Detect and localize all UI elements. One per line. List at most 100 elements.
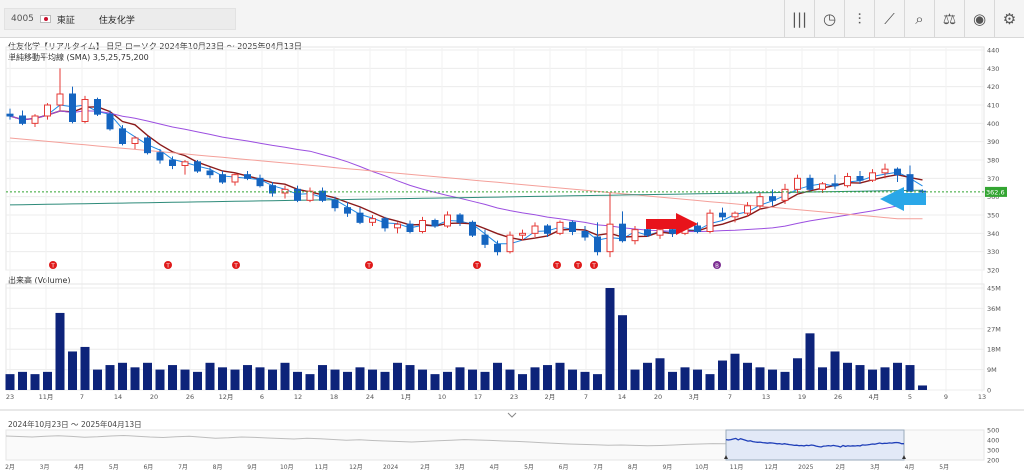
candle-body — [856, 176, 864, 181]
volume-bar — [143, 362, 152, 390]
volume-bar — [205, 362, 215, 390]
volume-bar — [705, 374, 715, 390]
candle-body — [769, 196, 776, 201]
candle-body — [819, 183, 826, 190]
volume-bar — [30, 374, 40, 390]
volume-bar — [643, 362, 652, 390]
navigator-axis-label: 300 — [987, 447, 999, 455]
volume-bar — [605, 288, 615, 390]
navigator-date-label: 10月 — [695, 464, 709, 471]
candle-body — [869, 172, 876, 181]
volume-bar — [843, 362, 852, 390]
volume-bar — [905, 365, 915, 390]
volume-bar — [518, 374, 527, 390]
volume-axis-label: 27M — [987, 325, 1001, 333]
navigator-date-label: 8月 — [628, 464, 638, 471]
candle-body — [31, 115, 39, 124]
volume-bar — [443, 371, 452, 390]
candle-body — [756, 196, 764, 207]
event-marker-label: T — [591, 264, 596, 270]
date-axis-label: 2月 — [545, 393, 556, 401]
navigator-date-label: 5月 — [939, 464, 949, 471]
candle-body — [269, 185, 276, 194]
date-axis-label: 10 — [438, 393, 446, 401]
volume-bar — [455, 367, 465, 390]
volume-bar — [355, 367, 365, 390]
event-marker — [590, 261, 598, 269]
date-axis-label: 23 — [510, 393, 518, 401]
candle-body — [244, 174, 251, 179]
volume-bar — [393, 362, 402, 390]
candle-body — [806, 177, 814, 190]
date-axis-label: 20 — [654, 393, 662, 401]
sma-5-line — [9, 106, 923, 241]
candle-body — [194, 161, 201, 172]
volume-axis-label: 9M — [987, 366, 997, 374]
columns-button[interactable]: ||| — [784, 0, 814, 38]
volume-bar — [343, 371, 352, 390]
symbol-search-box[interactable]: 4005 東証 住友化学 — [4, 8, 236, 30]
volume-bar — [918, 385, 927, 390]
navigator-selection-line — [725, 437, 904, 448]
date-axis-label: 7 — [80, 393, 84, 401]
chart-search-button[interactable]: ⌕ — [904, 0, 934, 38]
volume-bar — [330, 369, 340, 390]
candle-body — [831, 183, 839, 187]
date-axis-label: 12 — [294, 393, 302, 401]
navigator-handle-right — [902, 455, 906, 459]
candle-body — [881, 168, 889, 174]
date-axis-label: 18 — [330, 393, 338, 401]
candle-body — [281, 188, 289, 194]
candle-body — [794, 177, 801, 190]
date-axis-label: 6 — [260, 393, 264, 401]
navigator-date-label: 4月 — [905, 464, 915, 471]
volume-bar — [243, 365, 252, 390]
event-marker-label: T — [165, 264, 170, 270]
event-marker — [49, 261, 57, 269]
volume-bar — [280, 362, 290, 390]
candle-body — [531, 225, 539, 234]
candlestick-button[interactable]: ⫶ — [844, 0, 874, 38]
date-axis-label: 24 — [366, 393, 374, 401]
candle-body — [156, 152, 164, 161]
volume-bar — [730, 353, 740, 390]
volume-bar — [805, 333, 815, 390]
candle-body — [181, 161, 189, 166]
navigator-date-label: 11月 — [315, 464, 329, 471]
volume-bar — [593, 374, 602, 390]
date-axis-label: 13 — [978, 393, 986, 401]
date-axis-label: 26 — [834, 393, 842, 401]
blue-arrow-annotation — [880, 187, 926, 211]
candle-body — [744, 205, 751, 214]
clock-button[interactable]: ◷ — [814, 0, 844, 38]
stock-name: 住友化学 — [98, 15, 135, 26]
volume-bar — [255, 367, 265, 390]
event-marker-label: T — [575, 264, 580, 270]
navigator-history-line — [5, 434, 727, 447]
navigator-date-label: 2月 — [835, 464, 845, 471]
gear-button[interactable]: ⚙ — [994, 0, 1024, 38]
trend-lines-button[interactable]: ⟋ — [874, 0, 904, 38]
navigator-date-label: 10月 — [280, 464, 294, 471]
navigator-handle-left — [724, 455, 728, 459]
gear-icon: ⚙ — [1002, 10, 1017, 28]
price-axis-label: 320 — [987, 267, 999, 275]
navigator-axis-label: 400 — [987, 437, 999, 445]
price-axis-label: 350 — [987, 212, 999, 220]
red-arrow-annotation — [646, 213, 698, 235]
event-marker-label: T — [233, 264, 238, 270]
chart-toolbar: ||| ◷ ⫶ ⟋ ⌕ ⚖ ◉ ⚙ — [784, 0, 1024, 38]
eye-button[interactable]: ◉ — [964, 0, 994, 38]
date-axis-label: 12月 — [219, 393, 234, 401]
candle-body — [444, 214, 451, 227]
candle-body — [206, 170, 214, 176]
scale-button[interactable]: ⚖ — [934, 0, 964, 38]
candle-body — [544, 225, 551, 234]
volume-bar — [218, 367, 227, 390]
volume-bar — [480, 371, 490, 390]
volume-bar — [830, 351, 840, 390]
volume-bar — [855, 365, 865, 390]
candle-body — [706, 212, 714, 233]
candle-body — [569, 221, 576, 232]
